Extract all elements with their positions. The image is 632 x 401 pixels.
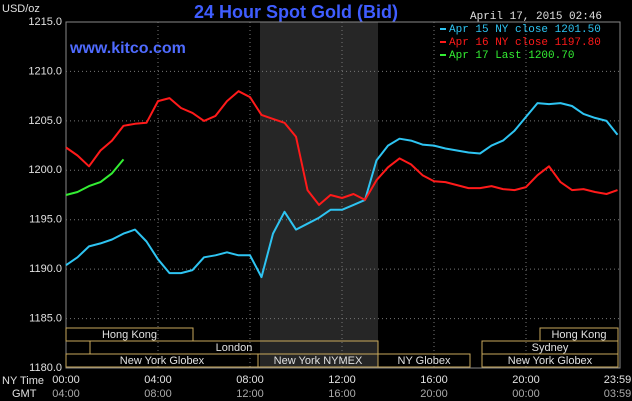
x2-tick-label: 16:00 bbox=[328, 388, 356, 400]
x-axis-label: NY Time bbox=[2, 375, 44, 387]
series-line bbox=[65, 158, 125, 196]
session-label: London bbox=[216, 342, 253, 354]
timestamp: April 17, 2015 02:46 bbox=[470, 11, 602, 23]
x2-tick-label: 00:00 bbox=[512, 388, 540, 400]
x2-tick-label: 04:00 bbox=[52, 388, 80, 400]
chart-title: 24 Hour Spot Gold (Bid) bbox=[194, 2, 398, 22]
series-line bbox=[65, 90, 618, 206]
x-tick-label: 08:00 bbox=[236, 374, 264, 386]
chart-subtitle: www.kitco.com bbox=[69, 40, 186, 57]
x2-axis-label: GMT bbox=[12, 388, 37, 400]
session-label: New York Globex bbox=[120, 355, 205, 367]
session-label: New York NYMEX bbox=[274, 355, 363, 367]
x-tick-label: 20:00 bbox=[512, 374, 540, 386]
y-axis-label: USD/oz bbox=[2, 3, 40, 15]
x2-tick-label: 12:00 bbox=[236, 388, 264, 400]
x-tick-label: 12:00 bbox=[328, 374, 356, 386]
session-label: Sydney bbox=[532, 342, 569, 354]
session-box bbox=[65, 340, 91, 355]
session-box bbox=[377, 353, 471, 368]
x-tick-label: 04:00 bbox=[144, 374, 172, 386]
legend-label: Apr 16 NY close 1197.80 bbox=[449, 37, 601, 49]
session-label: New York Globex bbox=[508, 355, 593, 367]
x2-tick-label: 20:00 bbox=[420, 388, 448, 400]
x-tick-label: 23:59 bbox=[604, 374, 632, 386]
legend-label: Apr 15 NY close 1201.50 bbox=[449, 24, 601, 36]
y-tick-label: 1190.0 bbox=[29, 263, 62, 275]
session-label: Hong Kong bbox=[551, 329, 606, 341]
y-tick-label: 1180.0 bbox=[29, 362, 62, 374]
x2-tick-label: 03:59 bbox=[604, 388, 632, 400]
session-label: Hong Kong bbox=[102, 329, 157, 341]
x-tick-label: 00:00 bbox=[52, 374, 80, 386]
session-label: NY Globex bbox=[398, 355, 451, 367]
legend-label: Apr 17 Last 1200.70 bbox=[449, 50, 574, 62]
session-box bbox=[481, 353, 619, 368]
y-tick-label: 1210.0 bbox=[28, 65, 62, 77]
y-tick-label: 1200.0 bbox=[28, 164, 62, 176]
series-line bbox=[65, 102, 619, 279]
y-tick-label: 1185.0 bbox=[29, 312, 62, 324]
x2-tick-label: 08:00 bbox=[144, 388, 172, 400]
y-tick-label: 1215.0 bbox=[28, 16, 62, 28]
nymex-shade bbox=[260, 22, 378, 368]
y-tick-label: 1205.0 bbox=[28, 115, 62, 127]
x-tick-label: 16:00 bbox=[420, 374, 448, 386]
y-tick-label: 1195.0 bbox=[29, 214, 62, 226]
